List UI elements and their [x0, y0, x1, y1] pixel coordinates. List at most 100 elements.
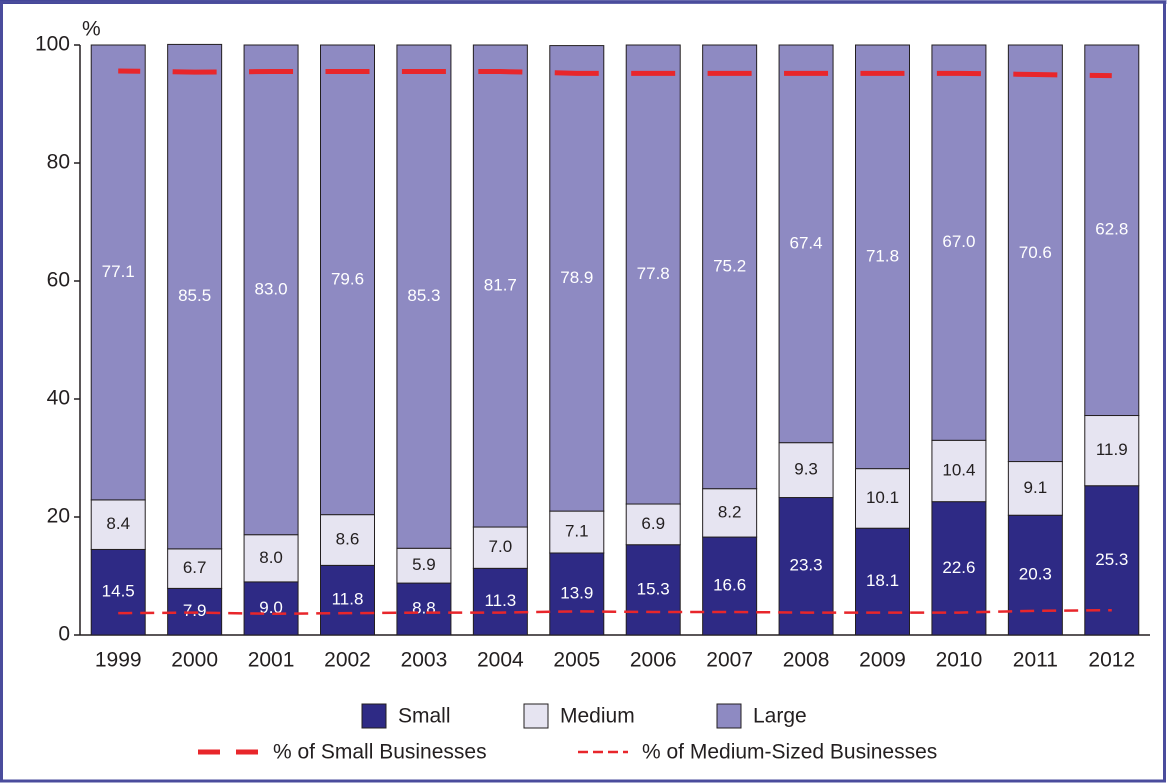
- x-tick-label: 2007: [706, 649, 753, 672]
- value-label: 6.9: [641, 514, 665, 533]
- y-tick-label: 80: [47, 151, 70, 174]
- value-label: 11.3: [484, 591, 516, 610]
- bar-segment: [625, 44, 681, 505]
- value-label: 9.3: [794, 460, 818, 479]
- legend-swatch: [361, 703, 387, 729]
- legend-label: % of Medium-Sized Businesses: [642, 741, 937, 764]
- bar-segment: [625, 544, 681, 636]
- bar-segment: [90, 499, 146, 550]
- y-tick-label: 100: [35, 33, 70, 56]
- x-tick-label: 2004: [477, 649, 524, 672]
- bar-segment: [778, 442, 834, 499]
- value-label: 9.0: [259, 598, 283, 617]
- value-label: 5.9: [412, 555, 436, 574]
- value-label: 22.6: [942, 558, 975, 577]
- x-tick-label: 2005: [553, 649, 600, 672]
- value-label: 83.0: [255, 279, 288, 298]
- bar-segment: [549, 45, 605, 512]
- value-label: 10.4: [942, 460, 975, 479]
- value-label: 85.5: [178, 286, 211, 305]
- bar-segment: [396, 44, 452, 549]
- value-label: 81.7: [484, 275, 517, 294]
- bar-segment: [320, 564, 375, 636]
- value-label: 13.9: [560, 583, 593, 602]
- line-series: [118, 68, 1112, 79]
- value-label: 25.3: [1095, 550, 1128, 569]
- y-tick-label: 40: [47, 387, 70, 410]
- y-tick-label: 60: [47, 269, 70, 292]
- bar-segment: [1084, 415, 1140, 487]
- value-label: 7.0: [489, 537, 513, 556]
- x-tick-label: 2003: [401, 649, 448, 672]
- x-tick-label: 2010: [936, 649, 983, 672]
- bar-segment: [320, 44, 375, 516]
- bar-segment: [167, 43, 223, 550]
- legend-label: Medium: [560, 705, 635, 728]
- x-tick-label: 2006: [630, 649, 677, 672]
- value-label: 20.3: [1019, 565, 1052, 584]
- bar-segment: [472, 526, 528, 569]
- value-label: 23.3: [790, 556, 823, 575]
- bar-segment: [90, 44, 146, 501]
- value-label: 6.7: [183, 558, 207, 577]
- x-tick-label: 2012: [1088, 649, 1135, 672]
- x-tick-label: 2001: [248, 649, 295, 672]
- value-label: 18.1: [866, 571, 899, 590]
- x-tick-label: 2002: [324, 649, 371, 672]
- legend-swatch: [523, 703, 549, 729]
- value-label: 67.4: [790, 233, 823, 252]
- value-label: 75.2: [713, 256, 746, 275]
- value-label: 77.8: [637, 264, 670, 283]
- value-label: 15.3: [637, 579, 670, 598]
- bar-segment: [931, 44, 987, 441]
- y-axis-label: %: [82, 18, 101, 41]
- legend-label: Small: [398, 705, 451, 728]
- bar-segment: [243, 44, 299, 536]
- value-label: 11.8: [332, 590, 364, 609]
- bar-segment: [167, 548, 223, 589]
- bar-segment: [1084, 44, 1140, 417]
- legend-label: Large: [753, 705, 807, 728]
- legend-label: % of Small Businesses: [273, 741, 487, 764]
- bar-segment: [549, 510, 605, 554]
- value-label: 78.9: [560, 268, 593, 287]
- value-label: 77.1: [102, 262, 135, 281]
- bar-segment: [472, 567, 528, 636]
- value-label: 62.8: [1095, 220, 1128, 239]
- value-label: 7.1: [565, 522, 589, 541]
- value-label: 85.3: [407, 286, 440, 305]
- bar-segment: [625, 503, 681, 546]
- value-label: 71.8: [866, 246, 899, 265]
- value-label: 8.2: [718, 502, 742, 521]
- value-label: 16.6: [713, 576, 746, 595]
- bar-segment: [855, 527, 910, 636]
- value-label: 8.4: [106, 514, 130, 533]
- bar-segment: [778, 44, 834, 444]
- value-label: 70.6: [1019, 243, 1052, 262]
- value-label: 10.1: [866, 488, 899, 507]
- bar-segment: [1007, 44, 1063, 463]
- legend-swatch: [716, 703, 742, 729]
- bar-segment: [702, 44, 758, 490]
- bar-segment: [320, 514, 375, 566]
- y-tick-label: 0: [58, 623, 70, 646]
- value-label: 7.9: [183, 601, 207, 620]
- bar-segment: [472, 44, 528, 528]
- bar-segment: [396, 582, 452, 636]
- value-label: 8.0: [259, 548, 283, 567]
- value-label: 14.5: [102, 582, 135, 601]
- line-series: [118, 608, 1112, 616]
- value-label: 8.8: [412, 599, 436, 618]
- bar-segment: [855, 44, 910, 470]
- bar-segment: [396, 547, 452, 584]
- x-tick-label: 2009: [859, 649, 906, 672]
- bar-segment: [931, 439, 987, 503]
- bar-segment: [243, 534, 299, 583]
- value-label: 8.6: [336, 529, 360, 548]
- bar-segment: [549, 552, 605, 636]
- bar-segment: [1007, 514, 1063, 636]
- x-tick-label: 2000: [171, 649, 218, 672]
- x-tick-label: 2011: [1013, 649, 1058, 672]
